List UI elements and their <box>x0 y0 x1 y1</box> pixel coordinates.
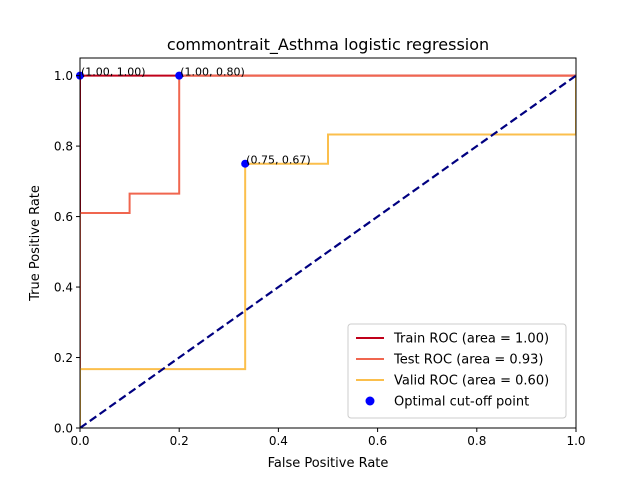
x-tick-label-5: 1.0 <box>566 434 585 448</box>
x-tick-label-2: 0.4 <box>269 434 288 448</box>
optimal-point-label-0: (1.00, 1.00) <box>81 66 146 79</box>
legend-label-2: Valid ROC (area = 0.60) <box>394 374 549 389</box>
optimal-point-label-2: (0.75, 0.67) <box>246 154 311 167</box>
y-tick-label-1: 0.2 <box>54 351 73 365</box>
y-tick-label-4: 0.8 <box>54 140 73 154</box>
legend: Train ROC (area = 1.00) Test ROC (area = … <box>347 323 567 419</box>
legend-label-3: Optimal cut-off point <box>394 395 529 410</box>
y-axis-label: True Positive Rate <box>28 185 43 302</box>
x-axis-ticks: 0.0 0.2 0.4 0.6 0.8 1.0 <box>70 428 586 448</box>
y-tick-label-3: 0.6 <box>54 210 73 224</box>
legend-swatch-3 <box>365 396 375 406</box>
legend-label-0: Train ROC (area = 1.00) <box>393 332 549 347</box>
legend-label-1: Test ROC (area = 0.93) <box>393 353 543 368</box>
y-tick-label-5: 1.0 <box>54 69 73 83</box>
x-tick-label-0: 0.0 <box>70 434 89 448</box>
y-tick-label-0: 0.0 <box>54 422 73 436</box>
series-line-2 <box>80 75 576 428</box>
x-tick-label-3: 0.6 <box>368 434 387 448</box>
y-axis-ticks: 0.0 0.2 0.4 0.6 0.8 1.0 <box>54 69 80 436</box>
x-tick-label-4: 0.8 <box>467 434 486 448</box>
chance-diagonal-line <box>80 74 576 428</box>
optimal-point-2 <box>241 159 250 168</box>
chart-title: commontrait_Asthma logistic regression <box>167 35 489 55</box>
y-tick-label-2: 0.4 <box>54 281 73 295</box>
plot-points: (1.00, 1.00) (1.00, 0.80) (0.75, 0.67) <box>76 66 311 168</box>
optimal-point-1 <box>175 71 184 80</box>
x-axis-label: False Positive Rate <box>268 456 389 471</box>
x-tick-label-1: 0.2 <box>170 434 189 448</box>
optimal-point-label-1: (1.00, 0.80) <box>180 66 245 79</box>
legend-box <box>347 323 567 419</box>
axes-frame <box>79 57 577 429</box>
